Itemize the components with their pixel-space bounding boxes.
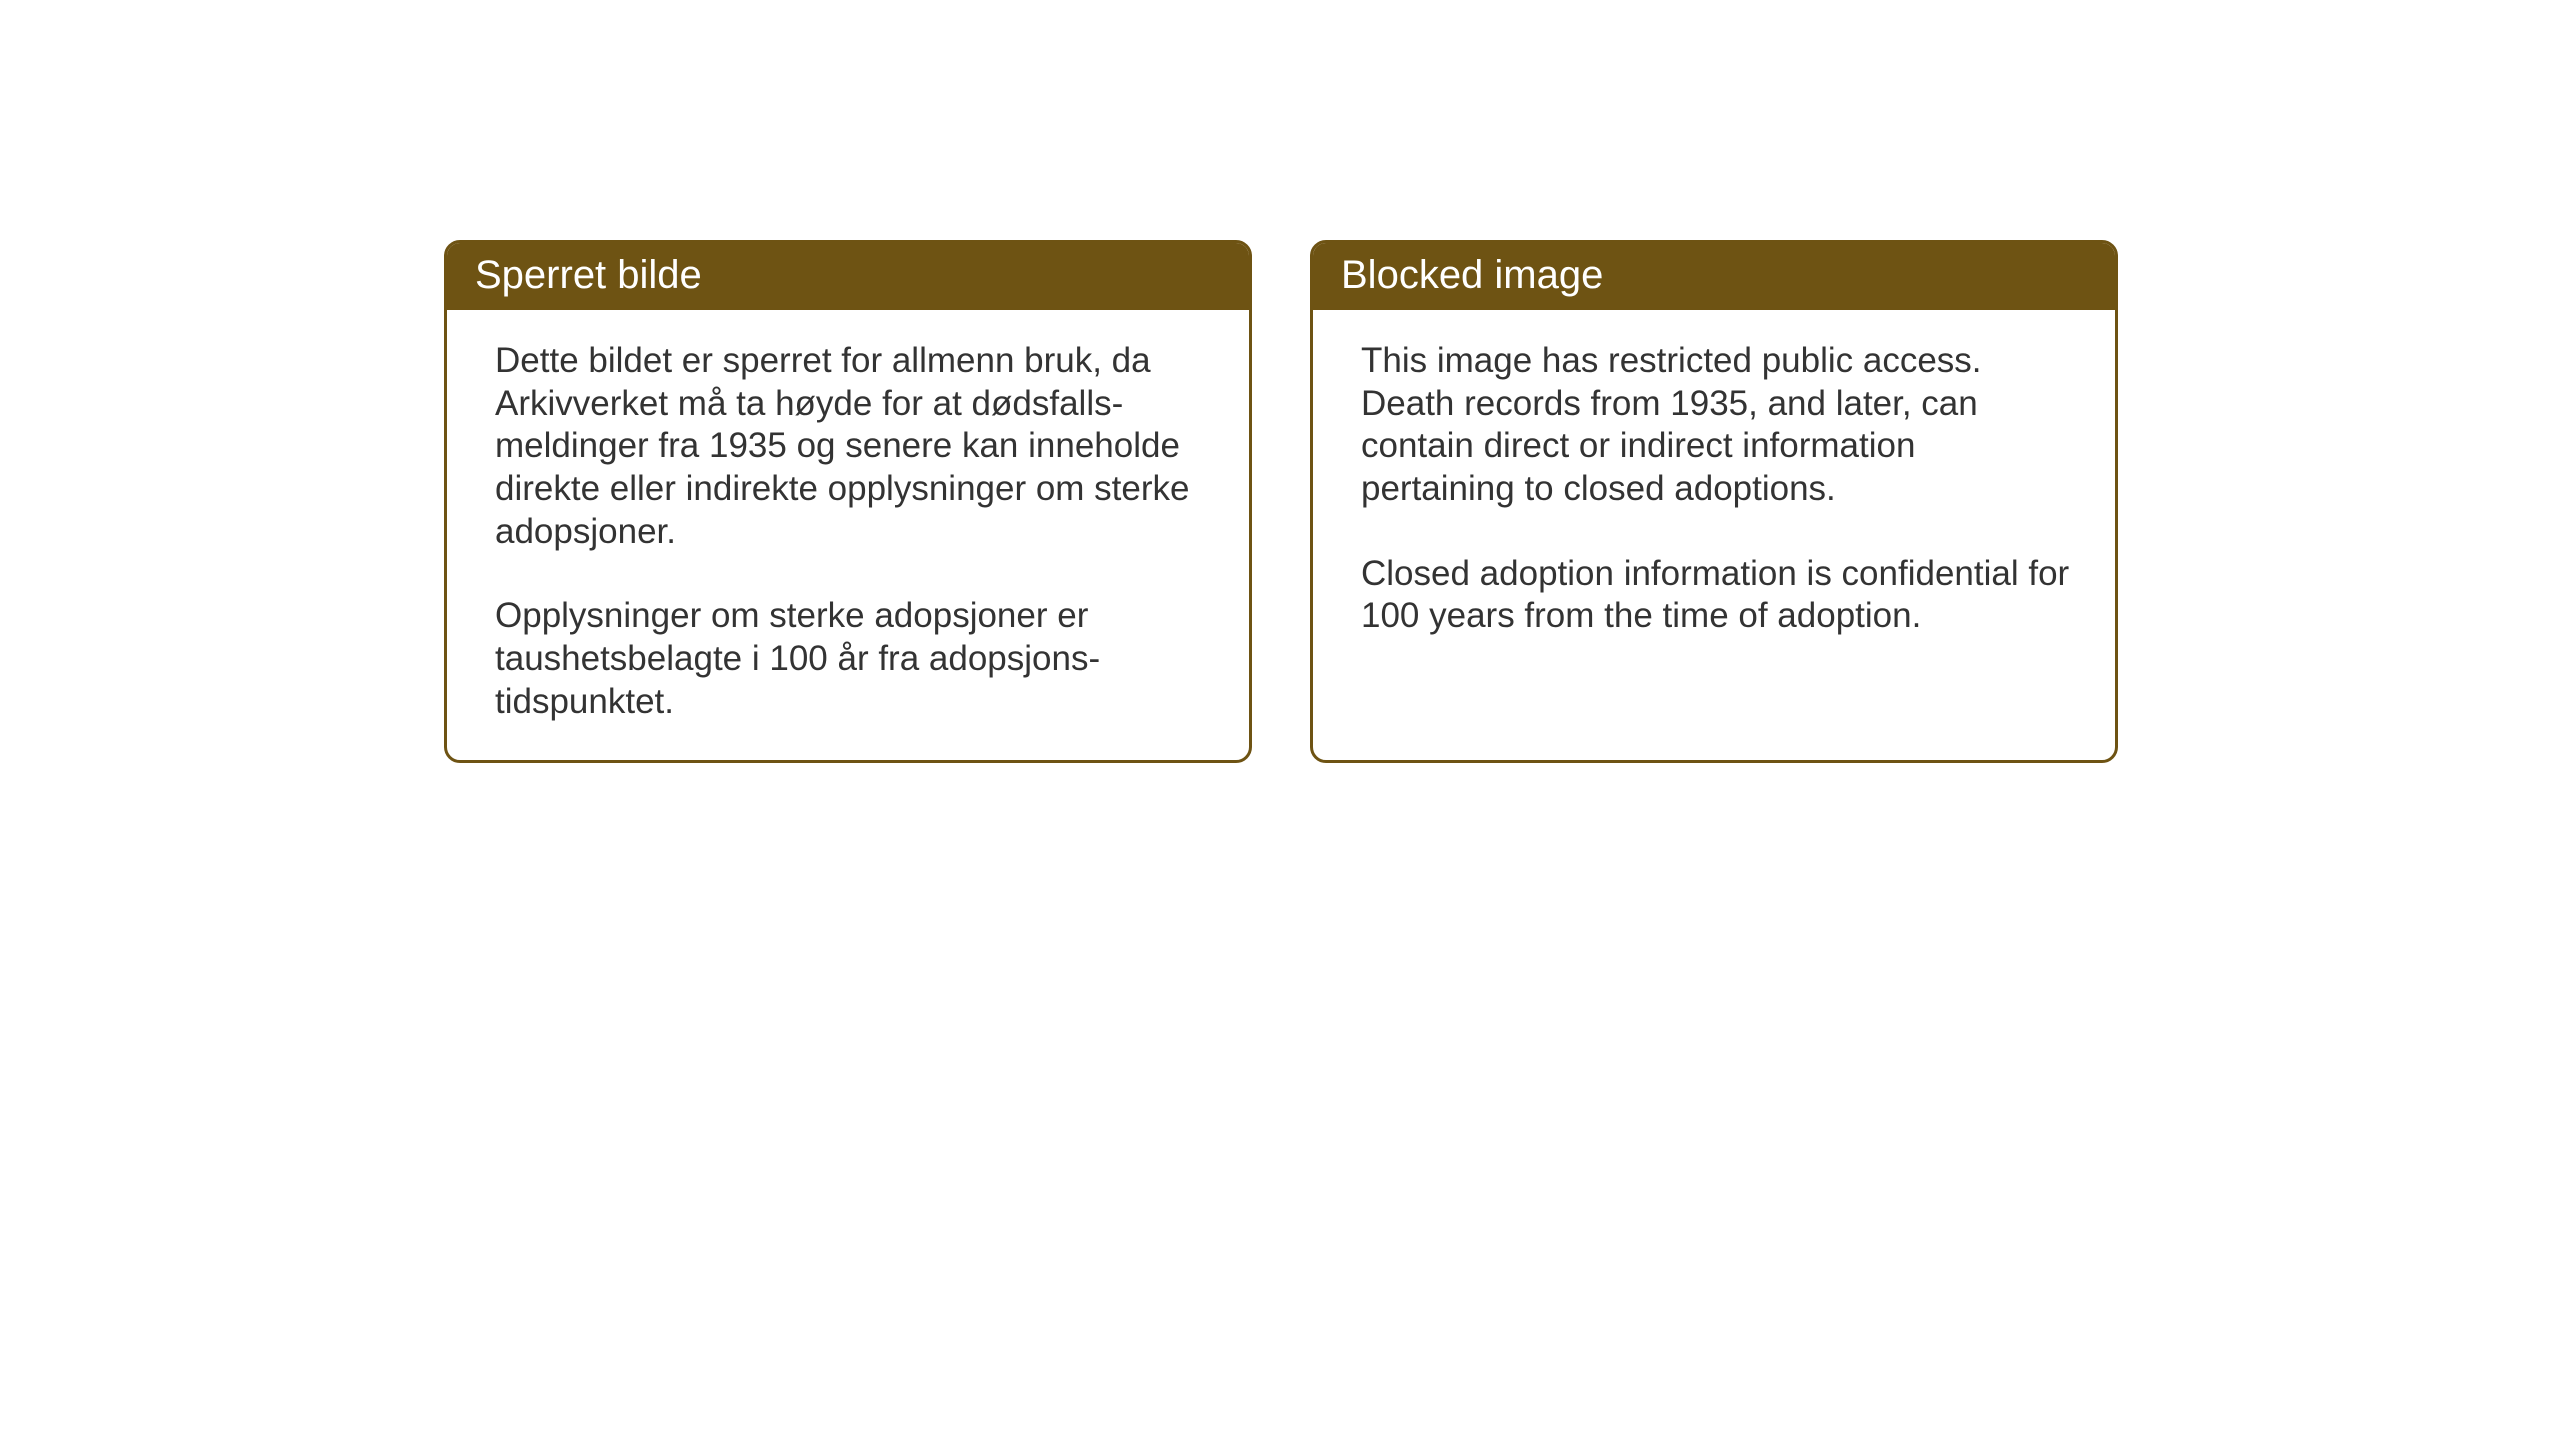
notice-header-norwegian: Sperret bilde — [447, 243, 1249, 310]
notice-card-norwegian: Sperret bilde Dette bildet er sperret fo… — [444, 240, 1252, 763]
notice-body-english: This image has restricted public access.… — [1313, 310, 2115, 674]
notice-body-norwegian: Dette bildet er sperret for allmenn bruk… — [447, 310, 1249, 760]
notice-paragraph: Closed adoption information is confident… — [1361, 553, 2073, 638]
notice-paragraph: Dette bildet er sperret for allmenn bruk… — [495, 340, 1207, 553]
notice-paragraph: Opplysninger om sterke adopsjoner er tau… — [495, 595, 1207, 723]
notice-container: Sperret bilde Dette bildet er sperret fo… — [444, 240, 2118, 763]
notice-card-english: Blocked image This image has restricted … — [1310, 240, 2118, 763]
notice-header-english: Blocked image — [1313, 243, 2115, 310]
notice-paragraph: This image has restricted public access.… — [1361, 340, 2073, 511]
